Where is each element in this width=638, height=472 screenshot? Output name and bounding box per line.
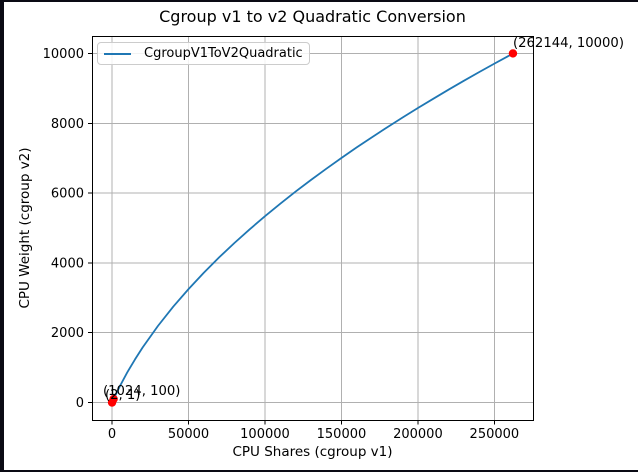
annotation-point-262144-10000: (262144, 10000) — [513, 36, 624, 51]
x-tick-label: 250000 — [470, 427, 520, 442]
x-axis-label: CPU Shares (cgroup v1) — [232, 444, 393, 460]
x-tick-label: 200000 — [393, 427, 443, 442]
x-tick-label: 100000 — [240, 427, 290, 442]
tick-marks — [88, 52, 495, 425]
figure-canvas: Cgroup v1 to v2 Quadratic Conversion 0 50… — [4, 2, 638, 470]
y-tick-label: 6000 — [51, 187, 84, 202]
y-tick-label: 4000 — [51, 256, 84, 271]
y-axis-label: CPU Weight (cgroup v2) — [17, 147, 33, 309]
y-tick-label: 0 — [76, 396, 84, 411]
chart-title: Cgroup v1 to v2 Quadratic Conversion — [159, 7, 466, 26]
x-tick-label: 50000 — [168, 427, 209, 442]
annotation-point-1024-100: (1024, 100) — [103, 384, 181, 399]
legend-label: CgroupV1ToV2Quadratic — [144, 46, 303, 61]
annotation-point-2-1: (2, 1) — [105, 388, 141, 403]
data-point-marker — [508, 49, 518, 58]
legend-line-sample-icon — [104, 52, 131, 55]
series-curve — [111, 52, 514, 404]
axes-spines — [92, 36, 534, 421]
y-tick-label: 8000 — [51, 117, 84, 132]
y-tick-label: 2000 — [51, 326, 84, 341]
x-tick-label: 0 — [108, 427, 116, 442]
tick-labels: 0 50000 100000 150000 200000 250000 0 2000 4000 6… — [43, 47, 520, 442]
y-tick-label: 10000 — [43, 47, 84, 62]
grid-lines — [92, 36, 533, 420]
x-tick-label: 150000 — [317, 427, 367, 442]
legend: CgroupV1ToV2Quadratic — [97, 42, 310, 65]
data-point-marker — [109, 394, 118, 404]
plot-area: 0 50000 100000 150000 200000 250000 0 2000 4000 6… — [43, 36, 534, 442]
